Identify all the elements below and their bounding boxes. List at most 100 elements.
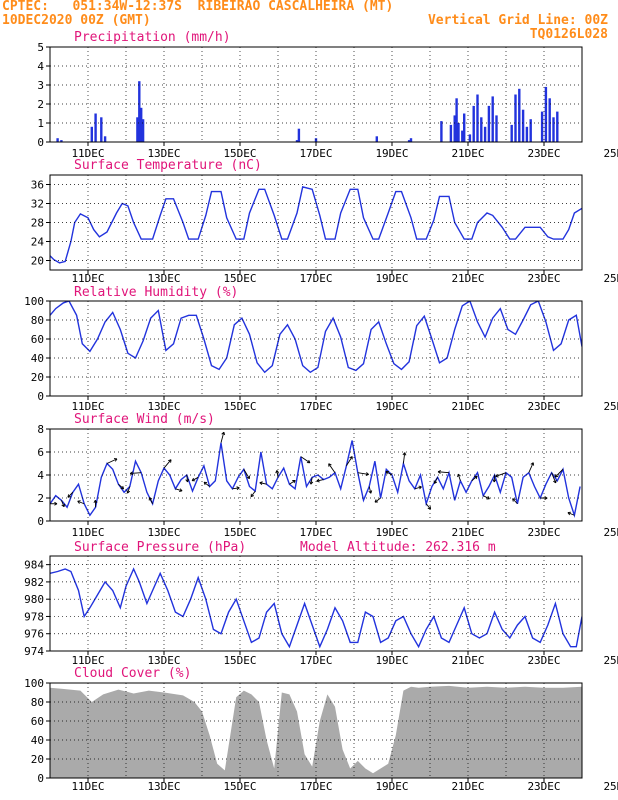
precip-bar [510,124,513,142]
wind-arrowhead-icon [203,481,208,486]
y-tick-label: 8 [37,423,44,436]
header-station: CPTEC: 051:34W-12:37S RIBEIRAO CASCALHEI… [2,0,394,14]
wind-arrowhead-icon [368,490,373,494]
precip-bar [136,117,139,142]
x-tick-label: 13DEC [147,272,180,285]
precip-bar [453,115,456,142]
precip-bar [480,117,483,142]
precip-bar [548,98,551,142]
wind-arrowhead-icon [246,475,250,480]
wind-arrow-icon [433,477,438,484]
wind-arrowhead-icon [250,493,255,498]
x-tick-label: 17DEC [299,780,332,793]
x-tick-label: 11DEC [71,272,104,285]
wind-arrowhead-icon [259,481,263,486]
x-tick-label: 13DEC [147,780,180,793]
wind-arrowhead-icon [306,459,311,464]
x-tick-label: 19DEC [375,780,408,793]
wind-arrowhead-icon [374,499,379,503]
wind-arrowhead-icon [349,456,353,460]
wind-arrowhead-icon [486,496,490,500]
x-tick-label: 25DEC [603,780,618,793]
y-tick-label: 80 [31,696,44,709]
precip-bar [461,130,464,142]
precip-bar [297,128,301,142]
x-tick-label: 23DEC [527,526,560,539]
x-tick-label: 25DEC [603,654,618,667]
wind-arrow-icon [425,503,431,510]
wind-arrow-icon [300,456,311,464]
wind-arrowhead-icon [126,490,131,494]
x-tick-label: 17DEC [299,272,332,285]
wind-arrowhead-icon [309,481,314,485]
precip-bar [440,121,443,142]
panel-title-5: Cloud Cover (%) [74,666,191,681]
x-tick-label: 23DEC [527,272,560,285]
wind-arrow-icon [495,472,507,477]
wind-arrowhead-icon [433,480,438,484]
wind-arrow-icon [438,471,450,474]
wind-arrowhead-icon [54,501,58,506]
panel-0 [46,46,583,146]
wind-arrow-icon [471,475,478,482]
wind-arrow-icon [77,500,85,505]
wind-arrowhead-icon [77,500,81,504]
wind-arrow-icon [276,470,279,478]
precip-bar [455,98,458,142]
x-tick-label: 13DEC [147,654,180,667]
wind-arrow-icon [310,477,313,485]
y-tick-label: 1 [37,117,44,130]
x-tick-label: 21DEC [451,400,484,413]
precip-bar [487,105,491,142]
wind-arrow-icon [163,459,172,469]
precip-bar [476,94,479,142]
wind-arrow-icon [512,498,518,505]
wind-arrow-icon [60,500,65,507]
wind-arrow-icon [554,468,564,478]
y-tick-label: 2 [37,98,44,111]
y-tick-label: 984 [24,559,44,572]
x-tick-label: 17DEC [299,526,332,539]
precip-bar [449,124,453,142]
series-line-1 [50,186,582,264]
wind-arrow-icon [175,488,183,492]
x-tick-label: 13DEC [147,400,180,413]
x-tick-label: 21DEC [451,780,484,793]
wind-arrowhead-icon [221,431,226,436]
wind-arrow-icon [368,486,372,494]
x-tick-label: 15DEC [223,147,256,160]
wind-arrow-icon [67,491,74,498]
y-tick-label: 974 [24,645,44,658]
precip-bar [491,96,494,142]
y-tick-label: 4 [37,60,44,73]
series-line-3 [50,440,581,519]
header-model-code: TQ0126L028 [529,27,608,42]
wind-arrowhead-icon [512,498,516,502]
precip-bar [90,126,93,142]
wind-arrow-icon [250,490,256,498]
y-tick-label: 80 [31,314,44,327]
x-tick-label: 13DEC [147,526,180,539]
y-tick-label: 976 [24,628,44,641]
wind-arrow-icon [106,458,118,464]
x-tick-label: 17DEC [299,147,332,160]
precip-bar [314,138,318,142]
cloud-area [50,685,582,778]
precip-bar [375,136,378,142]
wind-arrowhead-icon [385,470,389,475]
precip-bar [141,119,145,142]
y-tick-label: 36 [31,179,44,192]
panel-4 [46,555,583,655]
y-tick-label: 20 [31,753,44,766]
x-tick-label: 23DEC [527,654,560,667]
wind-arrowhead-icon [554,474,559,478]
series-line-2 [50,301,582,374]
wind-arrow-icon [567,512,575,516]
wind-arrowhead-icon [495,473,499,478]
x-tick-label: 23DEC [527,780,560,793]
x-tick-label: 15DEC [223,526,256,539]
wind-arrow-icon [191,476,199,482]
x-tick-label: 23DEC [527,400,560,413]
x-tick-label: 19DEC [375,147,408,160]
